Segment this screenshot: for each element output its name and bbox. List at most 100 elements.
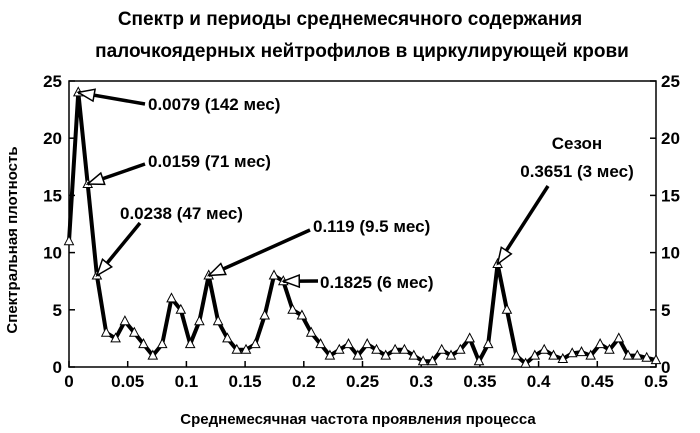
data-point xyxy=(128,326,140,337)
data-point xyxy=(222,332,233,343)
data-point xyxy=(352,349,364,360)
data-point xyxy=(557,352,569,363)
data-point xyxy=(315,338,326,349)
y-tick-label-left: 15 xyxy=(43,186,62,205)
y-tick-label-left: 10 xyxy=(43,244,62,263)
data-point xyxy=(576,346,587,357)
data-point xyxy=(361,338,373,349)
data-point xyxy=(520,357,531,368)
data-point xyxy=(156,338,168,349)
y-tick-label-right: 20 xyxy=(661,129,680,148)
data-point xyxy=(371,343,382,354)
y-tick-label-right: 5 xyxy=(661,301,670,320)
chart-title-line-1: Спектр и периоды среднемесячного содержа… xyxy=(118,9,582,30)
data-point xyxy=(482,338,494,349)
annotation-label: 0.3651 (3 мес) xyxy=(520,162,633,181)
data-point xyxy=(501,303,513,314)
x-tick-label: 0.1 xyxy=(175,372,199,391)
x-tick-label: 0.25 xyxy=(346,372,379,391)
annotation-label: Сезон xyxy=(552,134,602,153)
data-point xyxy=(119,315,131,326)
y-tick-label-right: 0 xyxy=(661,358,670,377)
series-line xyxy=(67,90,657,366)
data-point xyxy=(510,349,522,360)
data-point xyxy=(305,326,317,337)
data-point xyxy=(641,351,653,362)
data-point xyxy=(548,349,559,360)
data-point xyxy=(166,292,177,303)
x-tick-label: 0.4 xyxy=(527,372,551,391)
x-tick-label: 0.15 xyxy=(229,372,262,391)
data-point xyxy=(110,332,121,343)
annotation-layer: 0.0079 (142 мес) 0.0159 (71 мес) 0.0238 (4… xyxy=(76,88,634,292)
data-point xyxy=(175,303,187,314)
x-tick-label: 0 xyxy=(64,372,73,391)
y-axis-label: Спектральная плотность xyxy=(4,146,21,333)
x-tick-label: 0.3 xyxy=(409,372,433,391)
series-layer xyxy=(63,86,662,368)
y-tick-label-left: 20 xyxy=(43,129,62,148)
annotation-label: 0.0159 (71 мес) xyxy=(148,152,271,171)
annotation-label: 0.119 (9.5 мес) xyxy=(313,217,430,236)
annotation-arrow-line xyxy=(207,228,311,278)
y-tick-label-left: 5 xyxy=(53,301,62,320)
data-point xyxy=(399,343,410,354)
annotation-label: 0.0079 (142 мес) xyxy=(148,95,280,114)
data-point xyxy=(287,303,298,314)
x-tick-label: 0.2 xyxy=(292,372,316,391)
data-point xyxy=(473,355,485,366)
annotation-arrowhead xyxy=(95,258,114,278)
data-point xyxy=(622,349,634,360)
y-tick-label-right: 25 xyxy=(661,72,680,91)
x-tick-label: 0.05 xyxy=(111,372,144,391)
data-point xyxy=(212,315,224,326)
data-point xyxy=(231,343,243,354)
data-point xyxy=(585,349,597,360)
data-point xyxy=(100,326,112,337)
data-point xyxy=(604,343,615,354)
annotation-arrowhead xyxy=(76,88,97,103)
annotation-arrowhead xyxy=(206,262,227,277)
x-axis-label: Среднемесячная частота проявления процес… xyxy=(180,411,536,428)
x-tick-label: 0.35 xyxy=(463,372,496,391)
data-point xyxy=(63,235,75,246)
data-point xyxy=(268,269,280,280)
data-point xyxy=(613,332,625,343)
data-point xyxy=(529,349,541,360)
data-point xyxy=(194,315,205,326)
data-point xyxy=(249,338,261,349)
y-tick-label-left: 25 xyxy=(43,72,62,91)
data-point xyxy=(333,343,345,354)
data-point xyxy=(538,343,550,354)
data-point xyxy=(594,338,606,349)
data-point xyxy=(343,338,354,349)
data-point xyxy=(566,347,578,358)
data-point xyxy=(389,343,401,354)
y-tick-label-right: 15 xyxy=(661,186,680,205)
data-point xyxy=(427,355,438,366)
data-point xyxy=(380,349,392,360)
data-point xyxy=(436,343,448,354)
y-tick-label-right: 10 xyxy=(661,244,680,263)
data-point xyxy=(147,349,159,360)
data-point xyxy=(240,343,252,354)
x-tick-label: 0.45 xyxy=(581,372,614,391)
annotation-label: 0.0238 (47 мес) xyxy=(120,204,243,223)
data-point xyxy=(184,338,196,349)
y-tick-label-left: 0 xyxy=(53,358,62,377)
data-point xyxy=(417,355,429,366)
data-point xyxy=(464,332,476,343)
data-point xyxy=(408,349,420,360)
data-point xyxy=(631,349,643,360)
chart-title-line-2: палочкоядерных нейтрофилов в циркулирующ… xyxy=(95,41,629,62)
data-point xyxy=(445,349,457,360)
data-point xyxy=(296,309,308,320)
data-point xyxy=(259,309,271,320)
axis-ticks: 0 0.05 0.1 0.15 0.2 0.25 0.3 0.35 0.4 0.45 0.50 05 5… xyxy=(43,72,680,391)
annotation-arrowhead xyxy=(496,246,513,266)
annotation-arrowhead xyxy=(85,171,106,186)
data-point xyxy=(650,354,662,365)
data-point xyxy=(454,343,466,354)
annotation-arrowhead xyxy=(281,274,301,289)
